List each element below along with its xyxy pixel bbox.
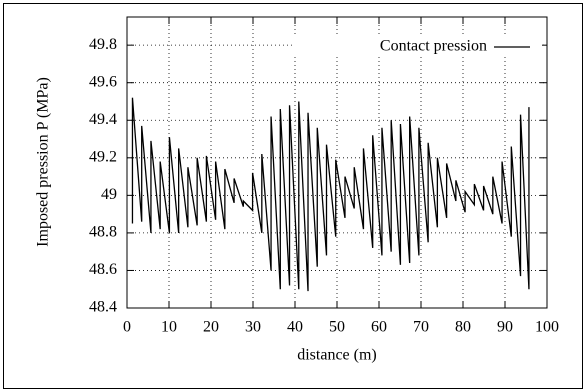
- x-tick-label: 20: [203, 319, 219, 336]
- x-tick-label: 40: [287, 319, 303, 336]
- y-tick-label: 48.8: [89, 224, 117, 241]
- legend-background: [292, 37, 542, 57]
- x-tick-label: 60: [371, 319, 387, 336]
- y-tick-label: 49.6: [89, 73, 117, 90]
- y-tick-label: 49: [101, 186, 117, 203]
- y-tick-label: 48.6: [89, 261, 117, 278]
- y-axis-label: Imposed pression P (MPa): [35, 77, 52, 247]
- x-tick-label: 0: [123, 319, 131, 336]
- y-tick-label: 49.8: [89, 36, 117, 53]
- data-line: [131, 97, 530, 292]
- y-tick-label: 48.4: [89, 299, 117, 316]
- outer-frame: [3, 3, 583, 389]
- plot-frame: [126, 16, 548, 309]
- x-tick-label: 50: [329, 319, 345, 336]
- x-tick-label: 90: [497, 319, 513, 336]
- x-axis-label: distance (m): [297, 347, 377, 364]
- y-tick-label: 49.4: [89, 111, 117, 128]
- x-tick-label: 10: [161, 319, 177, 336]
- y-tick-label: 49.2: [89, 148, 117, 165]
- x-tick-label: 100: [535, 319, 559, 336]
- x-tick-label: 30: [245, 319, 261, 336]
- x-tick-label: 80: [455, 319, 471, 336]
- x-tick-label: 70: [413, 319, 429, 336]
- legend-label: Contact pression: [380, 38, 487, 55]
